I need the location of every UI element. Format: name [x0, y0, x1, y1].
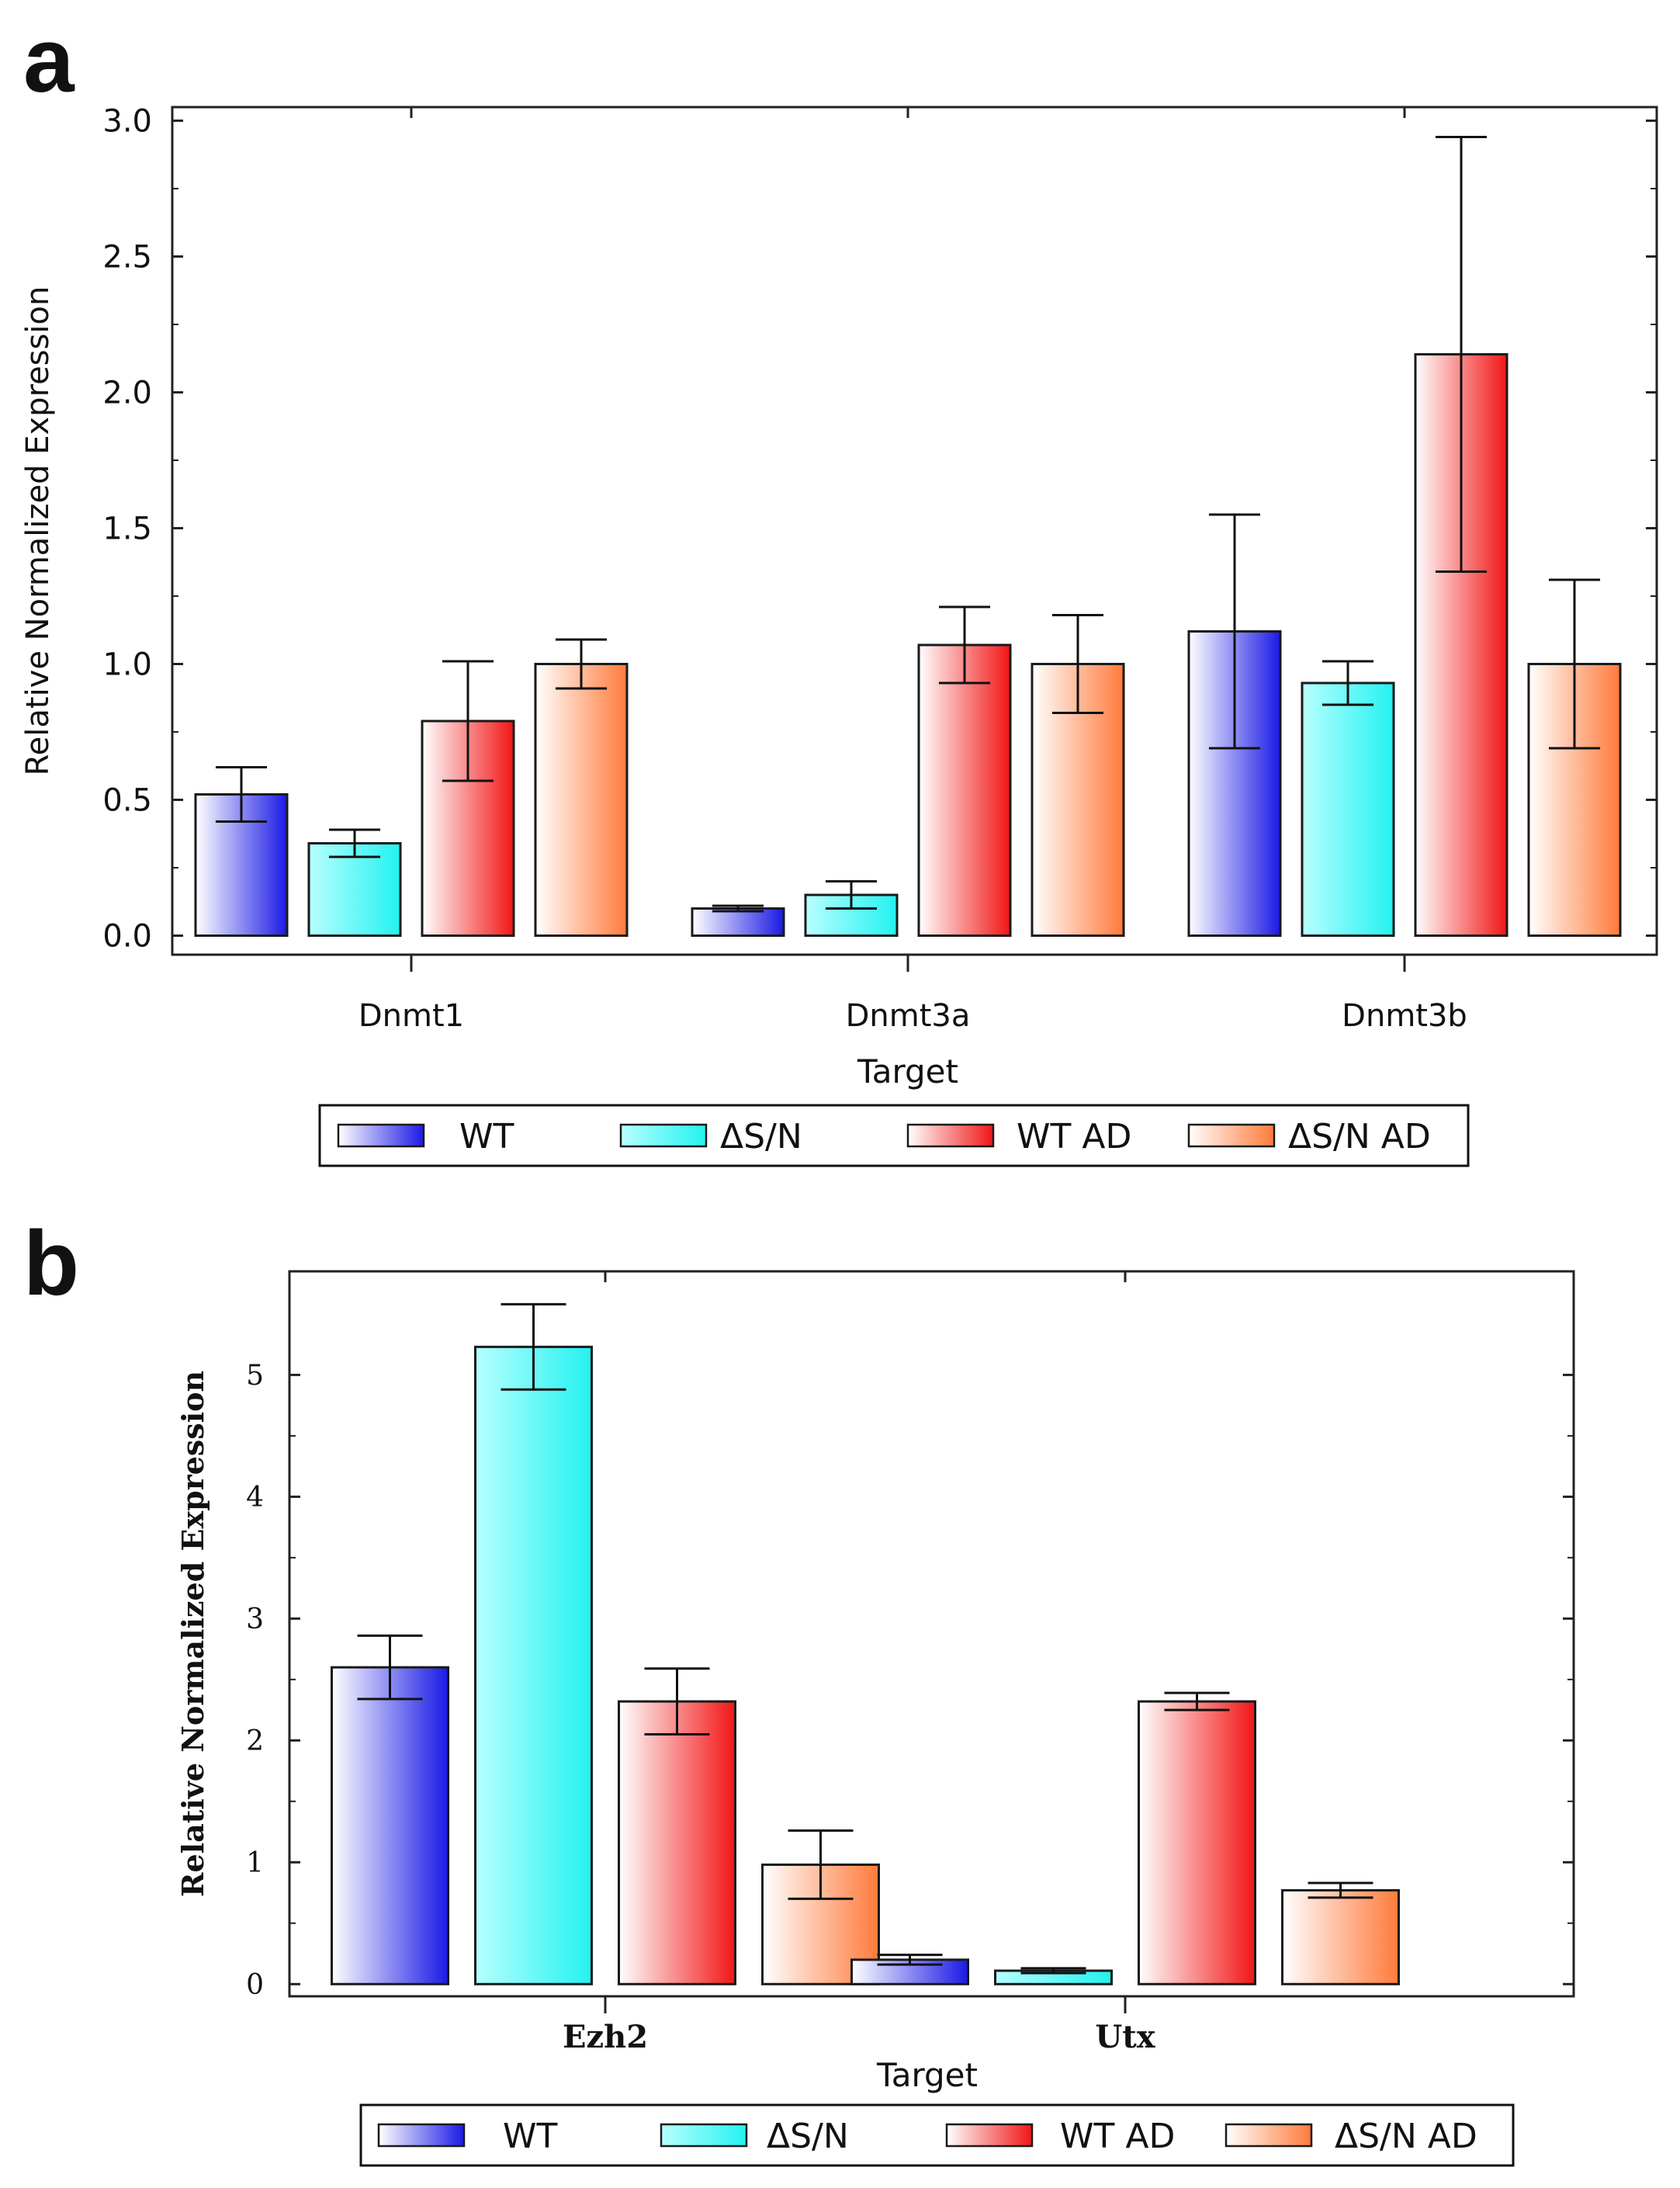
- panel-a-legend-box: [318, 1104, 1470, 1167]
- panel-a-bar-dnmt3a-wt-ad: [917, 643, 1012, 937]
- panel-b-bar-ezh2-wt-ad: [618, 1700, 736, 1985]
- panel-b-category-label-ezh2: Ezh2: [563, 2019, 648, 2055]
- panel-a-legend-label-wt-ad: WT AD: [1017, 1117, 1131, 1156]
- panel-b-y-axis-label: Relative Normalized Expression: [175, 1371, 210, 1897]
- panel-b-legend-swatch-delta-s-n-ad: [1224, 2123, 1313, 2148]
- panel-a-y-axis-label: Relative Normalized Expression: [20, 286, 56, 776]
- panel-a-legend-swatch-wt-ad: [906, 1123, 995, 1148]
- panel-b-bar-utx-wt-ad: [1138, 1700, 1256, 1985]
- panel-b-label: b: [23, 1212, 80, 1315]
- panel-b-legend-label-wt-ad: WT AD: [1060, 2117, 1175, 2156]
- panel-b-legend-swatch-wt-ad: [945, 2123, 1034, 2148]
- panel-a-category-label-dnmt3b: Dnmt3b: [1342, 998, 1467, 1034]
- panel-a-y-tick-label: 2.5: [102, 240, 152, 276]
- panel-b-y-tick-label: 2: [246, 1725, 264, 1757]
- panel-a-legend-label-wt: WT: [459, 1117, 514, 1156]
- panel-b-legend-swatch-delta-s-n: [660, 2123, 748, 2148]
- panel-b-legend-label-delta-s-n: ΔS/N: [767, 2117, 849, 2156]
- panel-b-y-tick-label: 3: [246, 1604, 264, 1635]
- panel-a-bar-dnmt1-delta-s-n: [307, 842, 402, 937]
- panel-a-y-tick-label: 1.5: [102, 511, 152, 547]
- panel-a-category-label-dnmt3a: Dnmt3a: [846, 998, 971, 1034]
- panel-b-bar-ezh2-wt: [331, 1666, 449, 1985]
- panel-b-y-tick-label: 1: [246, 1847, 264, 1879]
- panel-a-y-tick-label: 1.0: [102, 647, 152, 683]
- panel-b-bar-ezh2-delta-s-n: [474, 1345, 593, 1985]
- panel-b-legend-label-wt: WT: [503, 2117, 558, 2156]
- panel-a-bar-dnmt1-delta-s-n-ad: [534, 663, 629, 937]
- panel-a-y-tick-label: 3.0: [102, 104, 152, 140]
- panel-b-legend-label-delta-s-n-ad: ΔS/N AD: [1335, 2117, 1477, 2156]
- panel-a-legend-swatch-delta-s-n-ad: [1187, 1123, 1276, 1148]
- panel-b-plot-frame: [288, 1270, 1575, 1998]
- panel-b-legend-box: [359, 2103, 1515, 2167]
- panel-b-category-label-utx: Utx: [1095, 2019, 1155, 2055]
- panel-a-plot-frame: [171, 106, 1658, 956]
- panel-a-legend-label-delta-s-n: ΔS/N: [720, 1117, 802, 1156]
- panel-a-y-tick-label: 2.0: [102, 376, 152, 411]
- panel-b-legend-swatch-wt: [377, 2123, 466, 2148]
- panel-b-x-axis-label: Target: [876, 2056, 978, 2094]
- panel-a-legend-swatch-wt: [337, 1123, 425, 1148]
- panel-a-label: a: [23, 9, 74, 112]
- panel-b-y-tick-label: 4: [246, 1482, 264, 1514]
- panel-a-category-label-dnmt1: Dnmt1: [359, 998, 464, 1034]
- panel-a-y-tick-label: 0.0: [102, 919, 152, 955]
- panel-a-x-axis-label: Target: [857, 1052, 958, 1091]
- panel-b-y-tick-label: 0: [246, 1969, 264, 2001]
- panel-a-legend-label-delta-s-n-ad: ΔS/N AD: [1288, 1117, 1431, 1156]
- panel-b-y-tick-label: 5: [246, 1360, 264, 1392]
- panel-b-bar-utx-delta-s-n-ad: [1281, 1888, 1400, 1985]
- panel-a-legend-swatch-delta-s-n: [619, 1123, 708, 1148]
- panel-b-bar-utx-wt: [850, 1958, 969, 1985]
- panel-a-bar-dnmt3b-delta-s-n: [1301, 681, 1395, 937]
- panel-a-bar-dnmt3a-wt: [691, 907, 785, 937]
- panel-a-y-tick-label: 0.5: [102, 783, 152, 819]
